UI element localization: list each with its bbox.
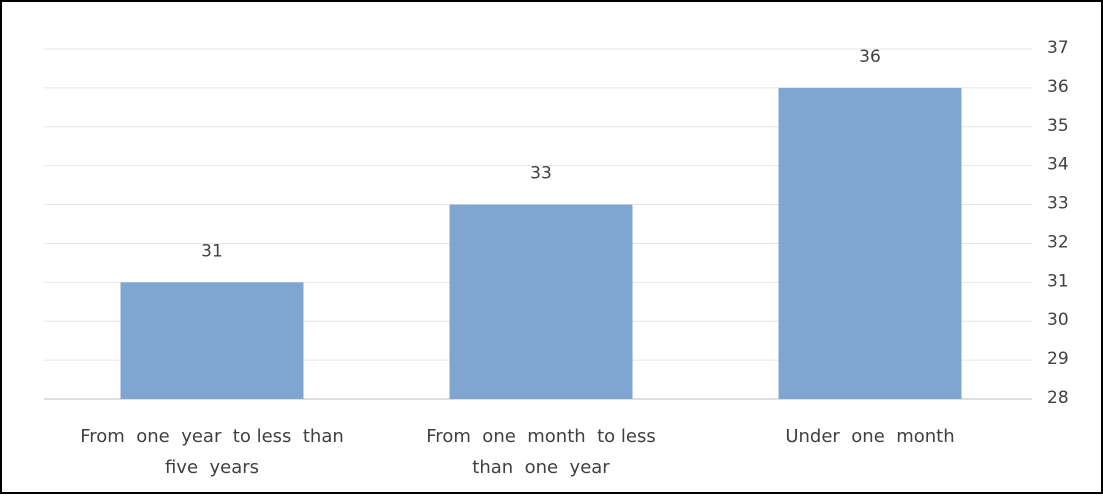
y-tick-label: 34 bbox=[1047, 155, 1069, 175]
y-tick-label: 31 bbox=[1047, 271, 1069, 291]
bars bbox=[120, 87, 962, 399]
y-tick-label: 29 bbox=[1047, 349, 1069, 369]
x-category-label: From one month to less bbox=[426, 426, 655, 447]
data-label: 36 bbox=[859, 47, 881, 67]
bar bbox=[778, 87, 962, 399]
data-label: 31 bbox=[201, 241, 223, 261]
x-axis-category-labels: From one year to less than five years From… bbox=[80, 426, 954, 478]
y-tick-label: 30 bbox=[1047, 310, 1069, 330]
bar bbox=[449, 204, 633, 399]
x-category-label: five years bbox=[165, 457, 259, 478]
data-label: 33 bbox=[530, 164, 552, 184]
y-tick-label: 36 bbox=[1047, 77, 1069, 97]
y-tick-label: 35 bbox=[1047, 116, 1069, 136]
y-tick-label: 37 bbox=[1047, 38, 1069, 58]
y-tick-label: 33 bbox=[1047, 194, 1069, 214]
bar bbox=[120, 282, 304, 399]
x-category-label: Under one month bbox=[785, 426, 954, 447]
y-tick-label: 28 bbox=[1047, 388, 1069, 408]
y-tick-label: 32 bbox=[1047, 232, 1069, 252]
y-axis-tick-labels: 28 29 30 31 32 33 34 35 36 37 bbox=[1047, 38, 1069, 408]
data-labels: 31 33 36 bbox=[201, 47, 881, 261]
x-category-label: than one year bbox=[472, 457, 610, 478]
x-category-label: From one year to less than bbox=[80, 426, 344, 447]
